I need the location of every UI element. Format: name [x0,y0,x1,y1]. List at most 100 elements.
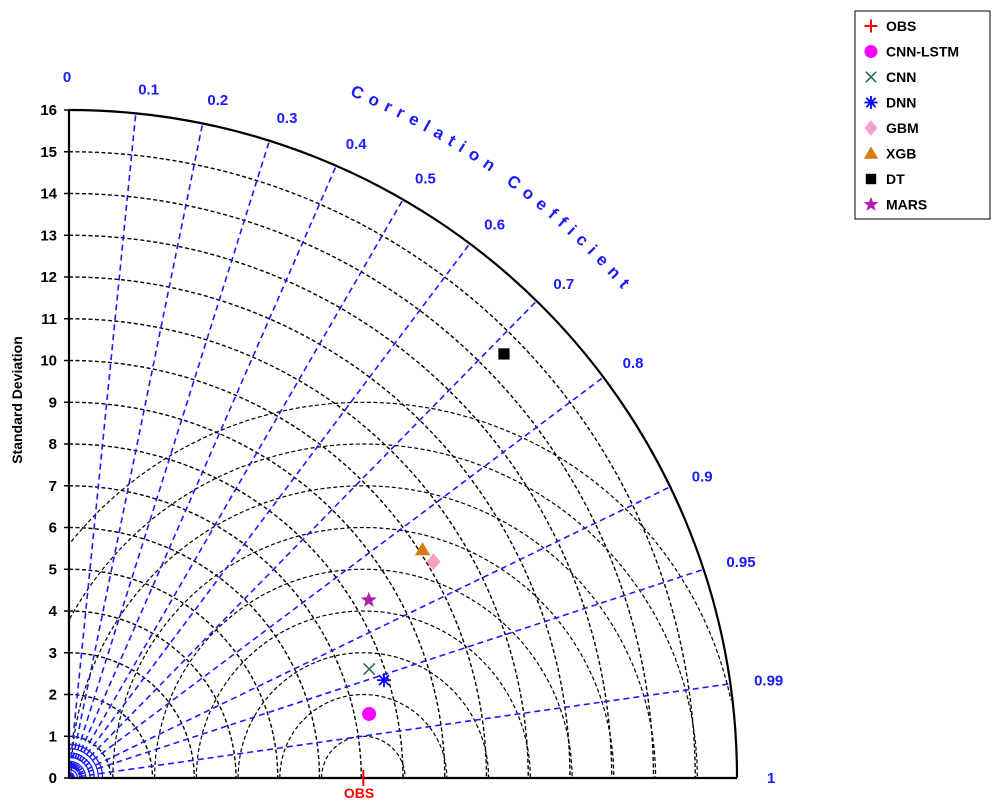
std-arc [68,234,613,779]
legend-marker-obs [864,19,878,33]
legend-label: OBS [886,18,916,34]
correlation-tick-label: 0.6 [484,216,505,233]
rmsd-arc [112,526,615,779]
origin-arc [68,748,99,779]
std-arc [68,359,488,779]
y-tick-label: 14 [40,186,57,203]
legend-marker-dt [865,173,877,185]
correlation-tick-label: 0.9 [692,468,713,485]
legend-marker-mars [863,196,879,211]
correlation-tick-label: 0.8 [623,355,644,372]
y-tick-label: 6 [49,520,57,537]
legend-marker-cnn-lstm [864,45,878,58]
correlation-tick-label: 0 [63,69,71,86]
correlation-ray [68,113,137,779]
y-tick-label: 2 [49,687,57,704]
correlation-tick-label: 1 [767,770,775,787]
rmsd-arc [279,693,448,779]
legend-label: DNN [886,95,916,111]
std-arc [68,568,279,779]
rmsd-arc [69,443,698,779]
y-tick-label: 4 [49,603,58,620]
correlation-ray [68,568,704,779]
std-arc [68,526,321,779]
y-tick-label: 13 [40,227,57,244]
correlation-tick-label: 0.2 [207,92,228,109]
std-arc [68,443,404,779]
correlation-ray [68,123,204,779]
y-tick-label: 10 [40,353,57,370]
std-arc [68,318,529,779]
std-arc [68,652,195,779]
correlation-tick-label: 0.1 [138,81,159,98]
legend-label: GBM [886,120,919,136]
correlation-tick-label: 0.5 [415,171,436,188]
correlation-ray [68,376,604,779]
y-tick-label: 0 [49,770,57,787]
legend-label: CNN-LSTM [886,44,959,60]
y-tick-label: 16 [40,102,57,119]
std-arc [68,485,362,779]
correlation-ray [68,682,731,779]
point-mars [360,591,377,607]
reference-label: OBS [344,785,374,801]
legend-box [854,10,991,220]
legend: OBS CNN-LSTM CNN DNN GBM XGB DT MARS [854,10,991,220]
point-dt [498,348,510,360]
legend-label: DT [886,171,905,187]
y-tick-label: 9 [49,394,57,411]
y-tick-label: 3 [49,645,57,662]
y-axis-title: Standard Deviation [9,336,25,464]
y-tick-label: 15 [40,144,57,161]
correlation-tick-label: 0.3 [277,110,298,127]
correlation-tick-label: 0.4 [346,136,368,153]
rmsd-arc [195,610,531,779]
correlation-ray [68,165,337,779]
correlation-ray [68,140,271,779]
rmsd-arc [237,652,490,779]
rmsd-arc [321,735,406,778]
point-xgb [414,541,431,556]
std-arc [68,401,446,779]
correlation-title-text: Correlation Coefficient [348,81,638,297]
labels-layer: 01234567891011121314151600.10.20.30.40.5… [40,69,783,787]
correlation-ray [68,199,404,779]
correlation-ray [68,486,671,779]
point-cnn [363,662,376,676]
rmsd-arc [70,401,732,701]
legend-label: XGB [886,146,916,162]
legend-marker-gbm [864,120,878,136]
y-tick-label: 5 [49,561,57,578]
y-tick-label: 1 [49,728,57,745]
correlation-tick-label: 0.99 [754,672,783,689]
correlation-ray [68,243,471,779]
correlation-axis-title: Correlation Coefficient [348,81,638,297]
y-tick-label: 12 [40,269,57,286]
axes-layer [64,108,739,786]
rmsd-arc [154,568,573,779]
y-tick-label: 8 [49,436,57,453]
std-arc [68,276,571,779]
grid-layer [68,113,732,779]
data-points-layer [360,348,510,721]
std-arc [68,693,154,779]
rmsd-arc [70,485,657,779]
legend-label: CNN [886,69,916,85]
correlation-tick-label: 0.95 [726,554,755,571]
y-tick-label: 7 [49,478,57,495]
outer-arc [68,108,739,779]
std-arc [68,192,655,779]
point-cnn-lstm [362,706,377,721]
std-arc [68,610,237,779]
std-arc [68,151,696,779]
legend-marker-dnn [864,96,878,109]
legend-label: MARS [886,197,927,213]
y-tick-label: 11 [41,311,57,328]
correlation-tick-label: 0.7 [553,276,574,293]
legend-marker-cnn [865,71,877,83]
legend-marker-xgb [863,146,879,159]
point-dnn [376,673,391,688]
correlation-ray [68,300,538,779]
origin-arc [68,760,87,779]
